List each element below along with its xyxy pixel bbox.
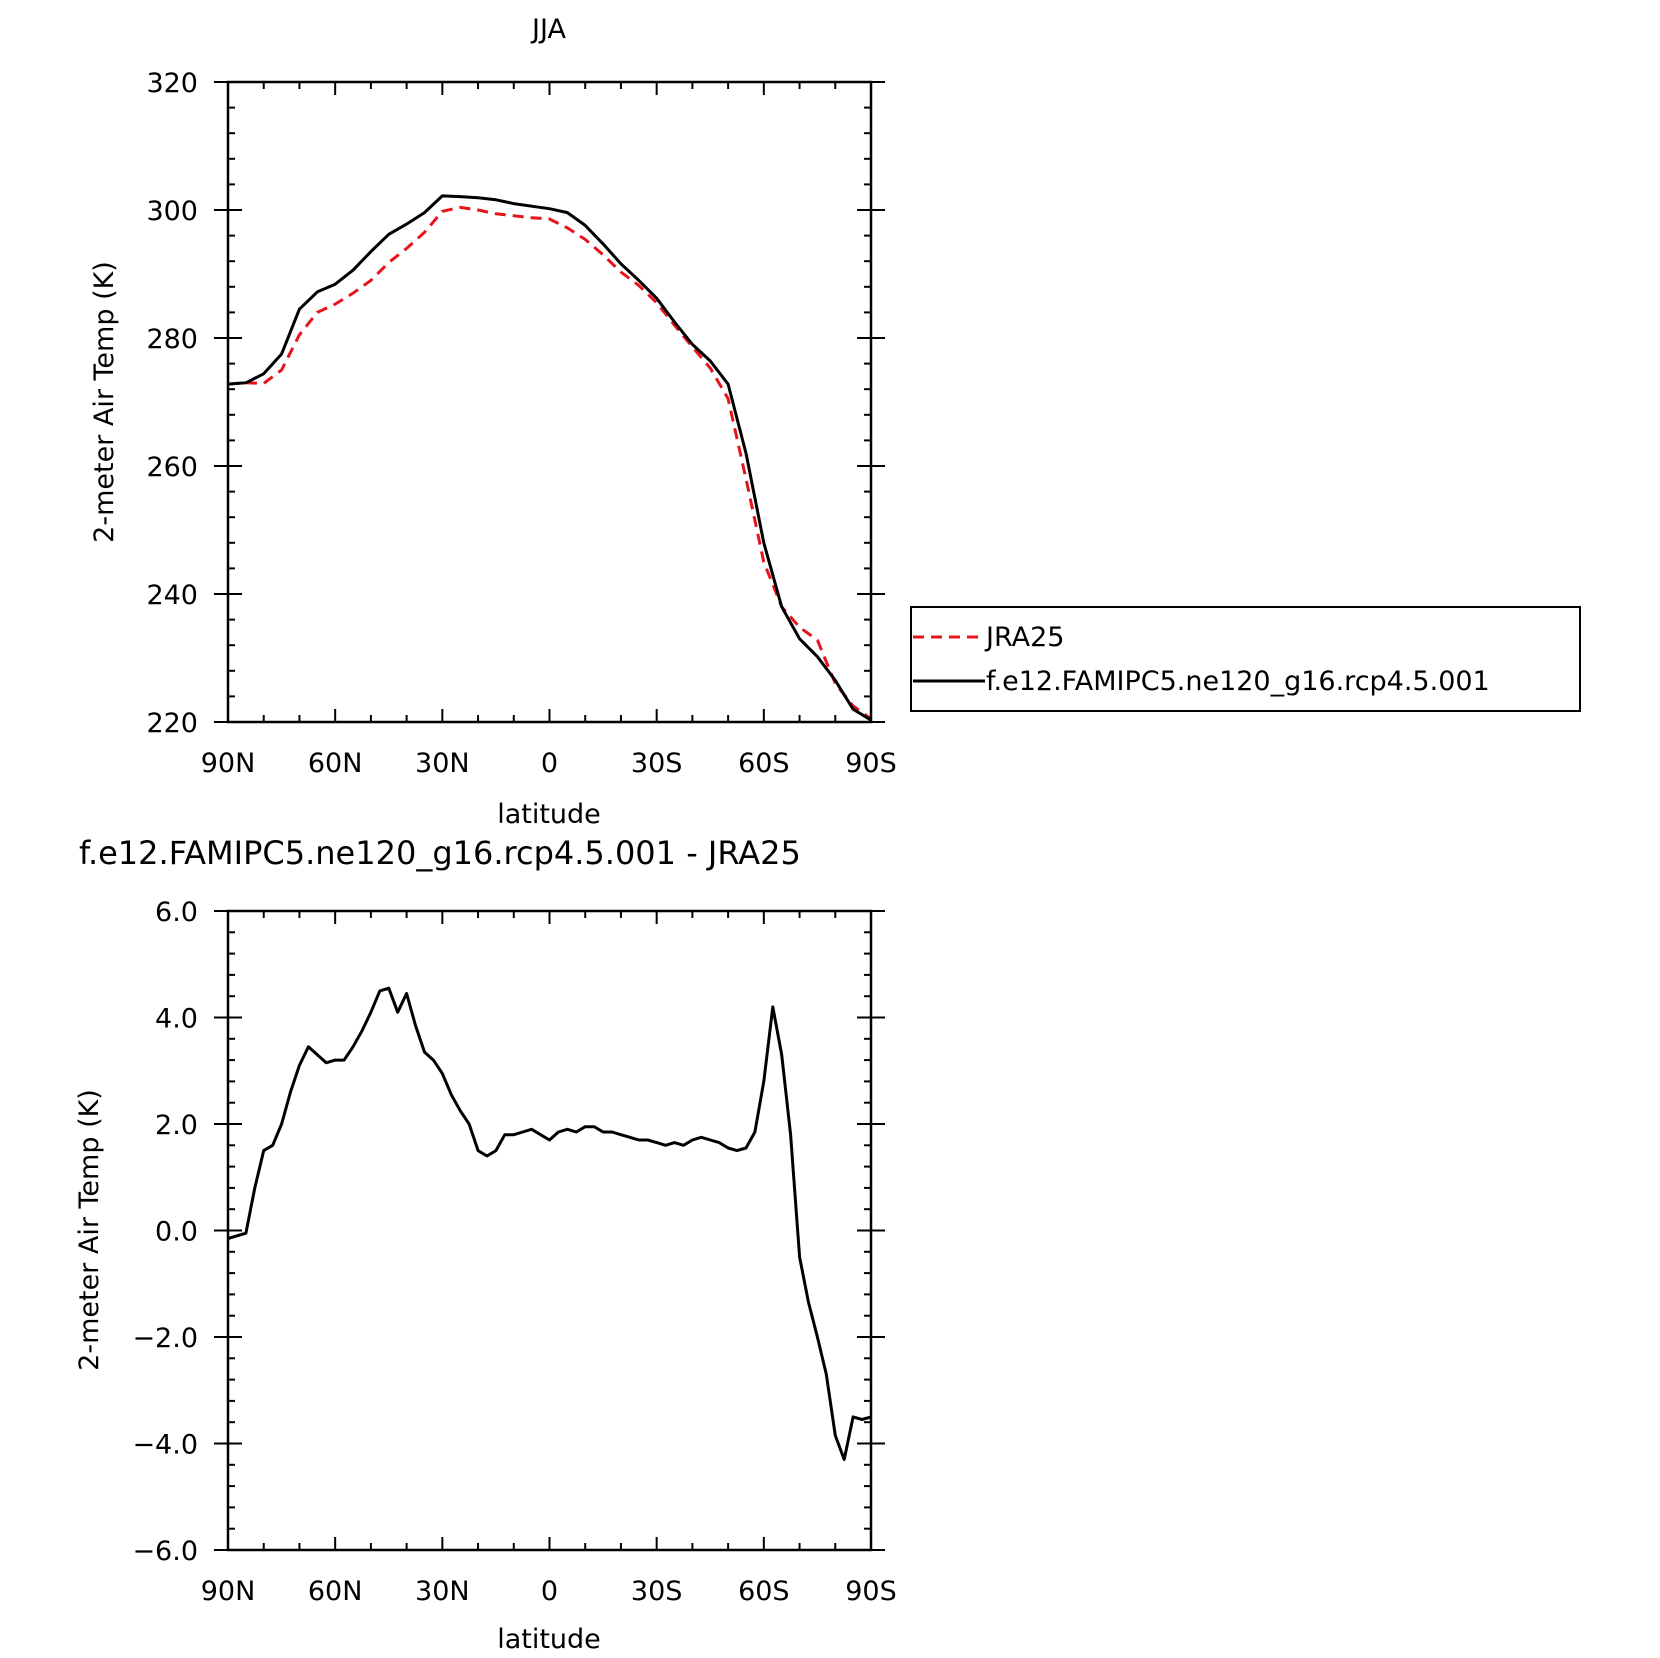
- bottom-y-tick-label: 2.0: [155, 1110, 198, 1141]
- bottom-y-tick-label: 4.0: [155, 1004, 198, 1035]
- legend: JRA25 f.e12.FAMIPC5.ne120_g16.rcp4.5.001: [910, 606, 1581, 712]
- top-series-jra25: [227, 205, 872, 721]
- bottom-title: f.e12.FAMIPC5.ne120_g16.rcp4.5.001 - JRA…: [79, 834, 801, 872]
- bottom-x-tick-label: 90S: [845, 1576, 897, 1607]
- top-y-tick-label: 220: [146, 708, 198, 739]
- bottom-plot-frame: [226, 909, 873, 1552]
- bottom-x-tick-label: 30S: [631, 1576, 683, 1607]
- legend-box: [910, 606, 1581, 712]
- top-y-axis-label: 2-meter Air Temp (K): [89, 261, 120, 543]
- bottom-x-tick-label: 60S: [738, 1576, 790, 1607]
- bottom-x-tick-label: 0: [541, 1576, 558, 1607]
- bottom-y-axis-label: 2-meter Air Temp (K): [74, 1089, 105, 1371]
- bottom-y-tick-label: 6.0: [155, 897, 198, 928]
- top-y-tick-label: 320: [146, 68, 198, 99]
- bottom-x-tick-label: 30N: [415, 1576, 470, 1607]
- top-title: JJA: [530, 14, 566, 45]
- bottom-x-axis-label: latitude: [497, 1624, 601, 1655]
- top-x-tick-label: 90N: [201, 748, 256, 779]
- top-plot-area: 90N 60N 30N 0 30S 60S 90S 220 240 260 280 300 320: [146, 68, 896, 779]
- bottom-plot-area: 90N 60N 30N 0 30S 60S 90S −6.0 −4.0 −2.0 0.0 2.0 4.0…: [132, 897, 896, 1607]
- top-x-tick-label: 0: [541, 748, 558, 779]
- top-panel: JJA 90N 60N 30N 0 30S 60S 90S 220 240 260 280 300 32…: [89, 14, 897, 830]
- bottom-y-tick-label: −2.0: [132, 1323, 198, 1354]
- bottom-series-line0: [227, 986, 872, 1461]
- top-y-tick-label: 240: [146, 580, 198, 611]
- legend-label-jra25: JRA25: [984, 622, 1064, 653]
- bottom-panel: f.e12.FAMIPC5.ne120_g16.rcp4.5.001 - JRA…: [74, 834, 897, 1655]
- top-y-tick-label: 260: [146, 452, 198, 483]
- top-x-tick-label: 30N: [415, 748, 470, 779]
- bottom-y-tick-label: −6.0: [132, 1536, 198, 1567]
- top-x-tick-label: 90S: [845, 748, 897, 779]
- top-plot-frame: [226, 80, 873, 724]
- top-x-tick-label: 60N: [308, 748, 363, 779]
- top-y-tick-label: 280: [146, 324, 198, 355]
- bottom-x-tick-label: 60N: [308, 1576, 363, 1607]
- top-series-f-e12-famipc5-ne120-g16-rcp4-5-001: [227, 194, 872, 722]
- top-x-tick-label: 30S: [631, 748, 683, 779]
- bottom-x-tick-label: 90N: [201, 1576, 256, 1607]
- bottom-y-tick-label: −4.0: [132, 1430, 198, 1461]
- top-y-tick-label: 300: [146, 196, 198, 227]
- bottom-y-tick-label: 0.0: [155, 1217, 198, 1248]
- legend-label-model: f.e12.FAMIPC5.ne120_g16.rcp4.5.001: [986, 666, 1490, 697]
- top-x-axis-label: latitude: [497, 799, 601, 830]
- top-x-tick-label: 60S: [738, 748, 790, 779]
